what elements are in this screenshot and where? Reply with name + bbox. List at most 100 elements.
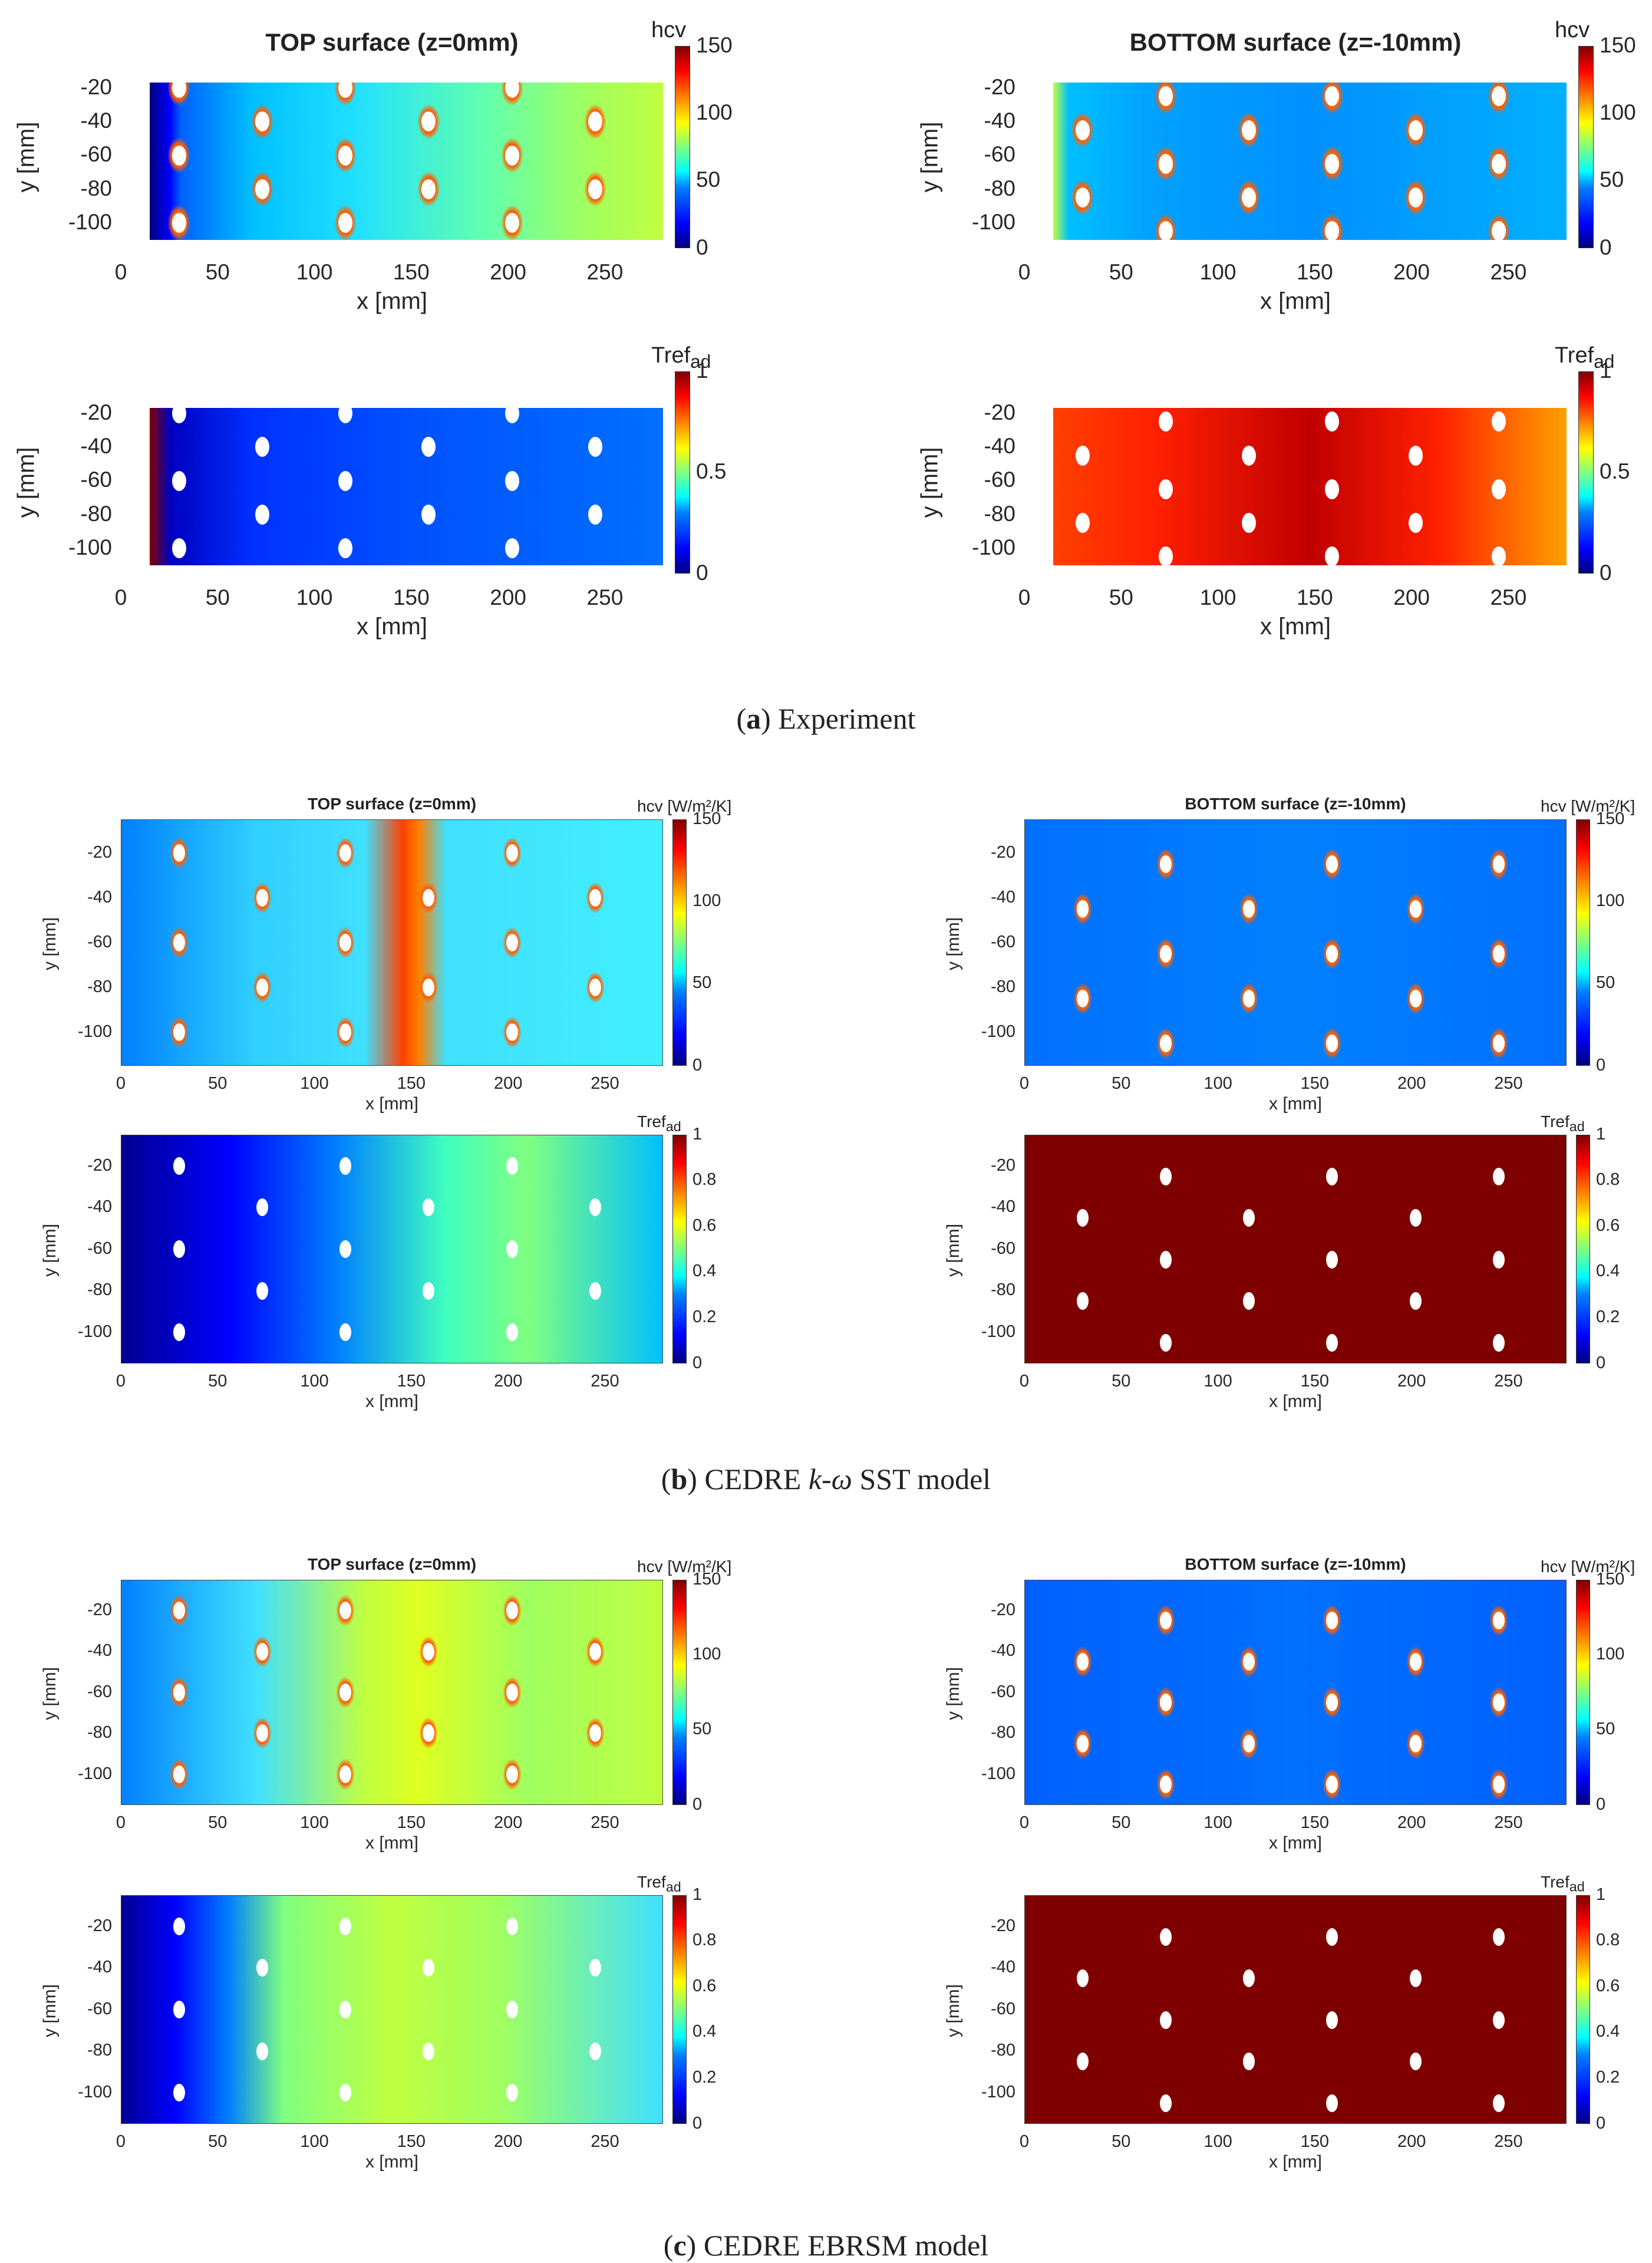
y-tick-label: -20 — [991, 1600, 1015, 1619]
y-tick-label: -20 — [984, 74, 1015, 99]
cooling-hole — [173, 1684, 185, 1701]
heatmap-image — [121, 1135, 663, 1363]
colorbar-tick-label: 50 — [1596, 1720, 1615, 1739]
colorbar-tick-label: 0 — [693, 1353, 703, 1372]
y-tick-label: -40 — [87, 1641, 112, 1661]
colorbar-tick-label: 100 — [696, 100, 733, 125]
y-tick-label: -60 — [80, 467, 112, 492]
y-tick-label: -60 — [87, 1238, 112, 1258]
x-tick-label: 250 — [591, 1372, 619, 1391]
heatmap-image — [1053, 408, 1567, 565]
y-axis-label: y [mm] — [13, 121, 39, 192]
cooling-hole — [1493, 855, 1505, 873]
colorbar-title: hcv [W/m²/K] — [637, 1557, 731, 1576]
cooling-hole — [339, 2084, 352, 2102]
cooling-hole — [1409, 1652, 1422, 1671]
x-tick-label: 50 — [208, 2132, 227, 2151]
cooling-hole — [588, 504, 602, 525]
colorbar — [1578, 46, 1594, 248]
cooling-hole — [1325, 221, 1340, 240]
colorbar-tick-label: 1 — [693, 1124, 703, 1144]
cooling-hole — [1159, 1694, 1172, 1712]
colorbar — [672, 1895, 687, 2124]
caption-model-name: k-ω — [808, 1462, 852, 1496]
panel-title: TOP surface (z=0mm) — [307, 1555, 477, 1573]
cooling-hole — [1409, 990, 1422, 1007]
cooling-hole — [1408, 120, 1423, 140]
colorbar-title-subscript: ad — [665, 1879, 681, 1895]
heatmap-image — [121, 819, 663, 1066]
y-tick-label: -40 — [991, 1197, 1015, 1217]
x-tick-label: 0 — [116, 2132, 126, 2151]
cooling-hole — [255, 179, 269, 199]
cooling-hole — [339, 1157, 352, 1175]
y-axis-label: y [mm] — [944, 917, 963, 970]
caption-text: Experiment — [770, 702, 916, 735]
cooling-hole — [423, 1959, 435, 1977]
y-tick-label: -80 — [984, 501, 1015, 526]
y-tick-label: -100 — [77, 1764, 112, 1783]
x-tick-label: 250 — [1494, 1372, 1523, 1391]
colorbar-title: Trefad — [651, 343, 711, 373]
colorbar-tick-label: 150 — [696, 32, 733, 57]
cooling-hole — [1159, 2011, 1172, 2029]
x-tick-label: 50 — [208, 1372, 227, 1391]
y-tick-label: -20 — [80, 74, 112, 99]
cooling-hole — [173, 2084, 185, 2102]
x-tick-label: 0 — [116, 1813, 126, 1832]
cooling-hole — [1076, 1652, 1089, 1671]
x-tick-label: 50 — [1109, 585, 1133, 610]
colorbar-title: Trefad — [1555, 343, 1614, 373]
x-tick-label: 150 — [397, 1074, 426, 1093]
cooling-hole — [256, 979, 268, 996]
x-tick-label: 50 — [208, 1074, 227, 1093]
x-axis-label: x [mm] — [1260, 288, 1331, 314]
cooling-hole — [589, 889, 601, 907]
colorbar-tick-label: 0.4 — [1596, 1261, 1620, 1281]
y-tick-label: -100 — [981, 1764, 1015, 1783]
y-tick-label: -80 — [991, 1723, 1015, 1742]
x-tick-label: 200 — [1393, 585, 1430, 610]
x-tick-label: 0 — [116, 1372, 126, 1391]
colorbar — [672, 1135, 687, 1363]
y-tick-label: -40 — [87, 1958, 112, 1977]
x-tick-label: 50 — [208, 1813, 227, 1832]
heatmap-image — [121, 1580, 663, 1805]
y-axis-label: y [mm] — [916, 121, 943, 192]
x-tick-label: 200 — [490, 585, 526, 610]
colorbar-title-subscript: ad — [665, 1118, 681, 1134]
y-tick-label: -80 — [984, 176, 1015, 200]
colorbar — [1576, 1895, 1590, 2124]
colorbar-title-subscript: ad — [690, 350, 711, 372]
x-tick-label: 0 — [1019, 1074, 1030, 1093]
y-tick-label: -20 — [87, 1916, 112, 1935]
x-tick-label: 250 — [591, 1813, 619, 1832]
cooling-hole — [1326, 1250, 1338, 1269]
colorbar-tick-label: 50 — [1596, 973, 1615, 993]
x-tick-label: 250 — [586, 260, 624, 284]
colorbar-tick-label: 0.2 — [1596, 1307, 1620, 1326]
x-axis-label: x [mm] — [357, 614, 427, 640]
x-axis-label: x [mm] — [1269, 2152, 1322, 2172]
y-axis-label: y [mm] — [944, 1984, 963, 2037]
y-tick-label: -60 — [991, 1999, 1015, 2018]
y-axis-label: y [mm] — [944, 1667, 963, 1720]
colorbar-title-subscript: ad — [1569, 1118, 1585, 1134]
cooling-hole — [338, 538, 353, 559]
colorbar-tick-label: 0.8 — [693, 1931, 717, 1950]
cooling-hole — [506, 1684, 518, 1701]
heatmap-image — [1024, 819, 1567, 1066]
colorbar-tick-label: 0 — [1596, 1353, 1606, 1372]
x-axis-label: x [mm] — [1269, 1833, 1322, 1853]
cooling-hole — [172, 470, 186, 491]
panel-title: BOTTOM surface (z=-10mm) — [1185, 795, 1406, 813]
colorbar-title-text: Tref — [1555, 343, 1594, 368]
cooling-hole — [1326, 855, 1338, 873]
cooling-hole — [423, 889, 435, 907]
cooling-hole — [1325, 153, 1340, 174]
x-axis-label: x [mm] — [1269, 1094, 1322, 1114]
x-tick-label: 100 — [300, 1372, 329, 1391]
cooling-hole — [1493, 945, 1505, 963]
colorbar-tick-label: 100 — [693, 891, 721, 910]
heatmap-plot — [1024, 819, 1567, 1066]
